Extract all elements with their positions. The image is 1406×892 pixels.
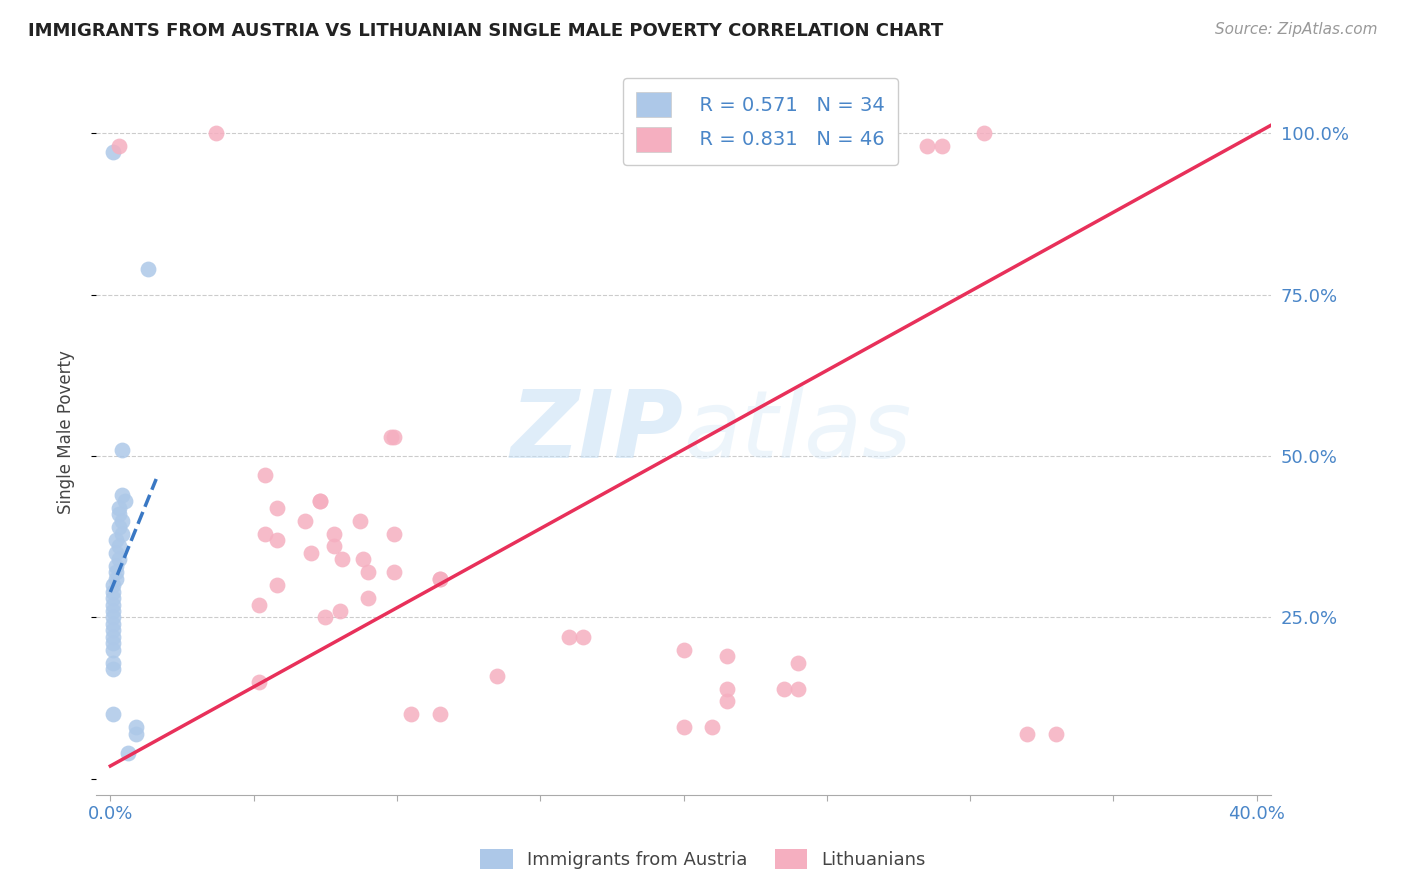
Point (322, 526, 344, 541)
Point (103, 598, 125, 612)
Point (103, 584, 125, 599)
Point (308, 494, 330, 508)
Point (558, 630, 581, 644)
Point (105, 546, 128, 560)
Point (108, 139, 131, 153)
Point (103, 707, 125, 722)
Point (125, 720, 148, 734)
Y-axis label: Single Male Poverty: Single Male Poverty (58, 350, 75, 514)
Point (382, 566, 405, 580)
Point (1017, 727, 1039, 741)
Point (716, 681, 738, 696)
Point (357, 566, 380, 580)
Point (572, 630, 595, 644)
Point (247, 598, 270, 612)
Point (205, 126, 228, 140)
Point (114, 494, 136, 508)
Point (382, 526, 405, 541)
Point (254, 526, 277, 541)
Point (308, 494, 330, 508)
Point (401, 707, 423, 722)
Point (266, 500, 288, 515)
Point (103, 610, 125, 624)
Legend: Immigrants from Austria, Lithuanians: Immigrants from Austria, Lithuanians (471, 839, 935, 879)
Point (716, 649, 738, 664)
Point (429, 707, 451, 722)
Point (672, 642, 695, 657)
Point (380, 430, 402, 444)
Point (103, 662, 125, 676)
Point (332, 552, 354, 566)
Point (787, 681, 810, 696)
Point (322, 540, 344, 554)
Point (103, 616, 125, 631)
Point (108, 500, 131, 515)
Point (672, 720, 695, 734)
Point (429, 572, 451, 586)
Point (111, 442, 134, 457)
Point (266, 533, 288, 547)
Point (773, 681, 796, 696)
Text: Source: ZipAtlas.com: Source: ZipAtlas.com (1215, 22, 1378, 37)
Text: ZIP: ZIP (510, 386, 683, 478)
Point (429, 572, 451, 586)
Text: IMMIGRANTS FROM AUSTRIA VS LITHUANIAN SINGLE MALE POVERTY CORRELATION CHART: IMMIGRANTS FROM AUSTRIA VS LITHUANIAN SI… (28, 22, 943, 40)
Text: atlas: atlas (683, 386, 912, 477)
Point (915, 139, 938, 153)
Point (111, 488, 134, 502)
Point (103, 642, 125, 657)
Point (103, 591, 125, 606)
Point (111, 514, 134, 528)
Point (103, 636, 125, 650)
Point (973, 126, 995, 140)
Point (352, 552, 374, 566)
Point (103, 145, 125, 160)
Point (931, 139, 953, 153)
Point (314, 610, 336, 624)
Point (299, 546, 322, 560)
Point (103, 656, 125, 670)
Point (105, 533, 128, 547)
Point (108, 552, 131, 566)
Point (103, 630, 125, 644)
Point (103, 604, 125, 618)
Point (105, 572, 128, 586)
Point (787, 656, 810, 670)
Point (716, 694, 738, 708)
Point (247, 675, 270, 690)
Point (117, 746, 139, 760)
Point (103, 624, 125, 638)
Point (266, 578, 288, 592)
Point (329, 604, 352, 618)
Point (702, 720, 724, 734)
Point (254, 468, 277, 483)
Point (136, 261, 159, 276)
Point (382, 430, 405, 444)
Point (294, 514, 316, 528)
Point (108, 507, 131, 521)
Point (103, 578, 125, 592)
Legend:   R = 0.571   N = 34,   R = 0.831   N = 46: R = 0.571 N = 34, R = 0.831 N = 46 (623, 78, 898, 165)
Point (357, 591, 380, 606)
Point (349, 514, 371, 528)
Point (1045, 727, 1067, 741)
Point (105, 566, 128, 580)
Point (111, 526, 134, 541)
Point (125, 727, 148, 741)
Point (108, 520, 131, 534)
Point (105, 558, 128, 573)
Point (486, 668, 509, 682)
Point (108, 540, 131, 554)
